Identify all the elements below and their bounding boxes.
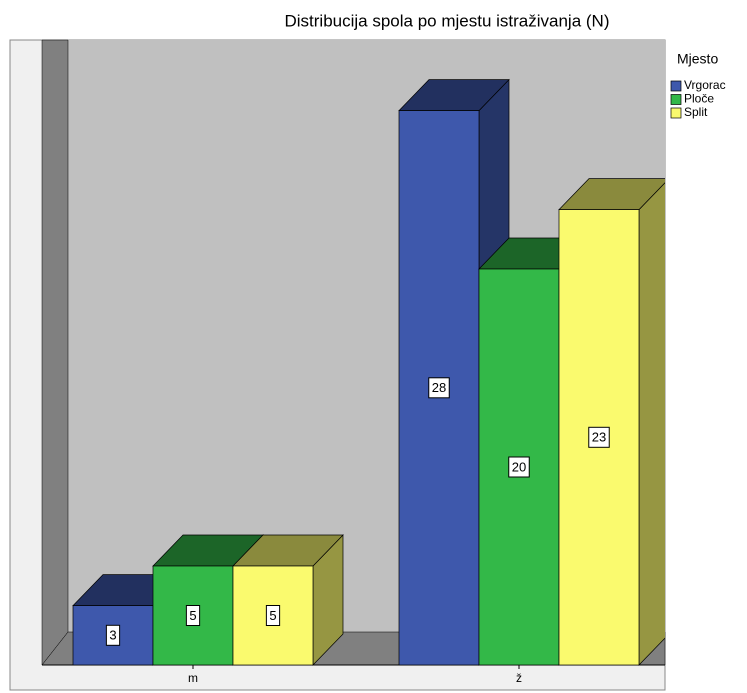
value-label: 3 (109, 628, 116, 643)
x-tick-label: m (188, 671, 198, 685)
value-label-box (588, 426, 610, 448)
bar-3d: 5 (232, 534, 344, 666)
legend-label: Ploče (684, 92, 714, 106)
legend-label: Vrgorac (684, 78, 726, 92)
value-label: 20 (512, 459, 526, 474)
value-label-box (508, 456, 530, 478)
side-wall (41, 39, 69, 666)
value-label: 5 (189, 608, 196, 623)
legend-swatch (670, 94, 682, 105)
value-label-box (428, 377, 450, 399)
value-label: 28 (432, 380, 446, 395)
bar-3d: 23 (558, 178, 665, 666)
value-label: 5 (269, 608, 276, 623)
chart-title: Distribucija spola po mjestu istraživanj… (284, 11, 609, 30)
value-label: 23 (592, 430, 606, 445)
value-label-box (105, 624, 121, 646)
legend-label: Split (684, 105, 708, 119)
value-label-box (265, 605, 281, 626)
legend-title: Mjesto (677, 51, 718, 67)
legend-swatch (670, 107, 682, 119)
bar-side (638, 182, 665, 666)
value-label-box (185, 605, 201, 626)
x-tick-label: ž (516, 671, 522, 685)
bars: 3 5 5 28 20 23 (72, 78, 665, 666)
legend-swatch (670, 80, 682, 92)
